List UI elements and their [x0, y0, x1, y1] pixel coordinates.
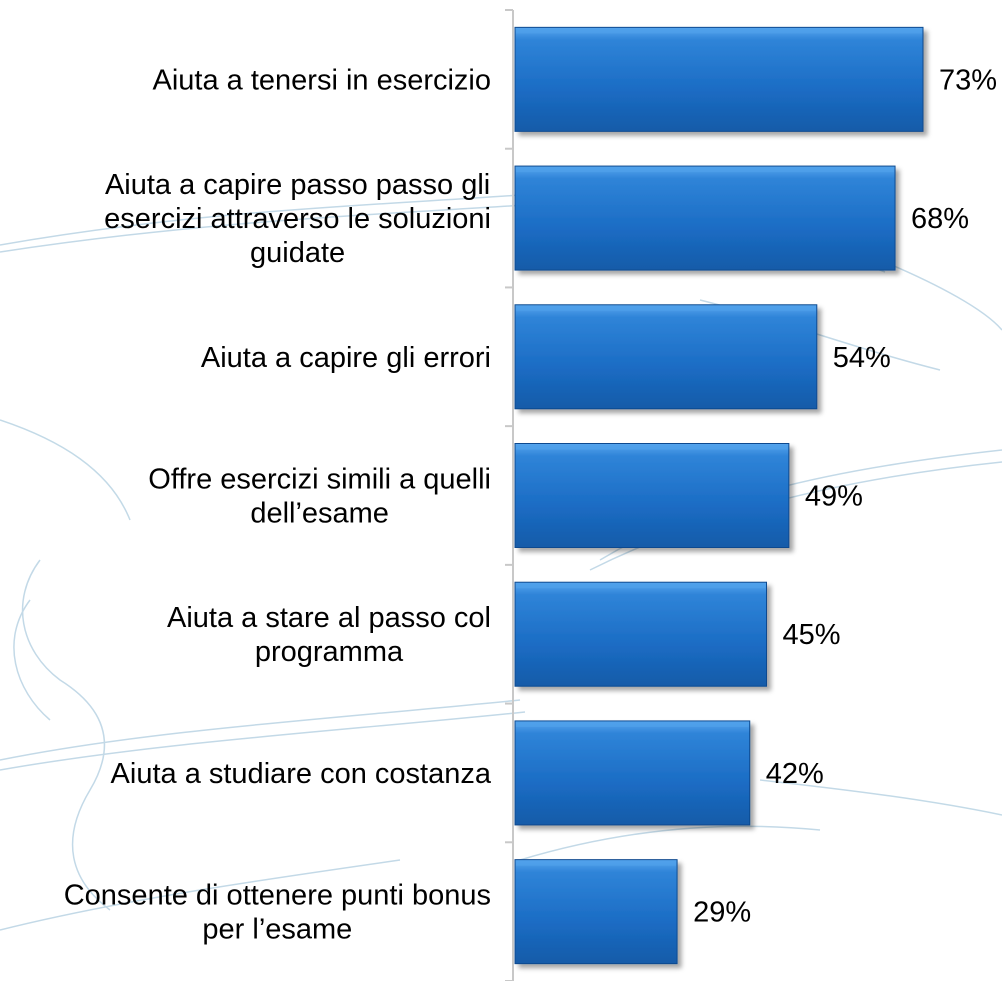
value-label: 73%: [939, 64, 997, 96]
bar: [514, 304, 818, 410]
bar-highlight: [516, 860, 677, 866]
bar-highlight: [516, 721, 749, 727]
bar: [514, 165, 896, 271]
value-label: 45%: [783, 619, 841, 651]
value-labels-group: 73% 68% 54% 49% 45% 42% 29%: [693, 64, 997, 928]
bar: [514, 859, 678, 965]
category-label: Aiuta a stare al passo col programma: [167, 602, 491, 668]
bar-highlight: [516, 167, 895, 173]
bar-highlight: [516, 305, 816, 311]
bar: [514, 720, 751, 826]
category-label-line: Aiuta a stare al passo col: [167, 602, 491, 634]
category-label-line: dell’esame: [250, 498, 389, 530]
category-label-line: Offre esercizi simili a quelli: [148, 464, 491, 496]
value-label: 42%: [766, 758, 824, 790]
category-label-line: programma: [255, 636, 404, 668]
value-label: 49%: [805, 481, 863, 513]
value-label: 29%: [693, 897, 751, 929]
category-label-line: Aiuta a capire gli errori: [201, 342, 491, 374]
category-label-line: esercizi attraverso le soluzioni: [104, 203, 491, 235]
bars-group: [514, 26, 924, 965]
bar: [514, 581, 768, 687]
category-label: Aiuta a tenersi in esercizio: [153, 64, 492, 96]
category-label-line: Aiuta a studiare con costanza: [111, 758, 492, 790]
bar-highlight: [516, 583, 766, 589]
y-axis: [505, 9, 514, 981]
bar: [514, 26, 924, 132]
category-label: Consente di ottenere punti bonus per l’es…: [64, 880, 491, 946]
category-label-line: guidate: [250, 237, 345, 269]
value-label: 54%: [833, 342, 891, 374]
category-label: Aiuta a capire gli errori: [201, 342, 491, 374]
category-label-line: Aiuta a tenersi in esercizio: [153, 64, 492, 96]
bar-highlight: [516, 28, 922, 34]
category-label-line: Aiuta a capire passo passo gli: [105, 169, 490, 201]
category-label-line: per l’esame: [202, 914, 352, 946]
bar-highlight: [516, 444, 788, 450]
bar: [514, 443, 790, 548]
category-label: Offre esercizi simili a quelli dell’esame: [148, 464, 491, 530]
category-label: Aiuta a studiare con costanza: [111, 758, 492, 790]
category-label-line: Consente di ottenere punti bonus: [64, 880, 491, 912]
category-label: Aiuta a capire passo passo gli esercizi a…: [104, 169, 491, 269]
category-labels-group: Aiuta a tenersi in esercizio Aiuta a capi…: [64, 64, 492, 945]
value-label: 68%: [911, 203, 969, 235]
